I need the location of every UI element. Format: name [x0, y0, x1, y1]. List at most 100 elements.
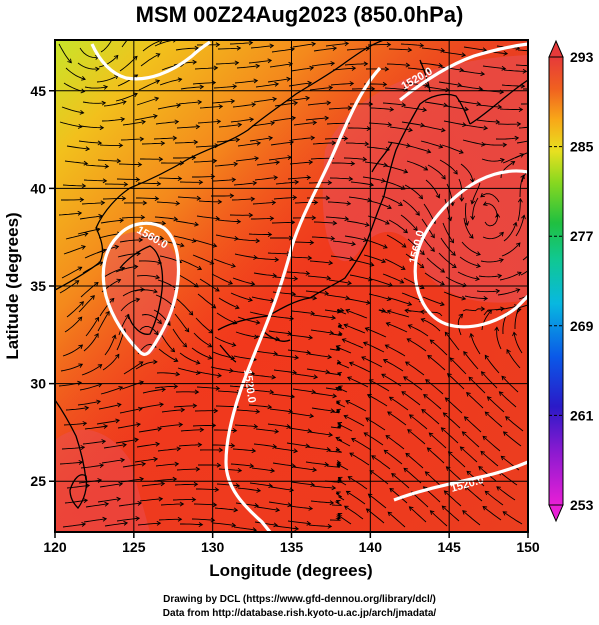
streamline [449, 357, 467, 375]
streamline [117, 74, 138, 87]
streamline [389, 126, 413, 131]
streamline-arrowhead [407, 429, 412, 434]
streamline [463, 46, 487, 51]
streamline [457, 271, 480, 280]
streamline [368, 493, 387, 509]
streamline-arrowhead [336, 359, 342, 365]
streamline [476, 119, 500, 123]
colorbar: 253 261 269 277 285 293 [548, 39, 594, 523]
streamline-arrowhead [443, 490, 449, 495]
streamline-arrowhead [469, 234, 474, 239]
streamline-arrowhead [364, 141, 370, 147]
streamline [309, 431, 333, 436]
streamline [59, 461, 83, 465]
streamline-arrowhead [231, 263, 236, 268]
streamline-arrowhead [535, 138, 539, 142]
streamline [214, 336, 236, 346]
streamline-arrowhead [495, 213, 501, 218]
streamline [391, 473, 410, 489]
streamline-arrowhead [94, 332, 99, 338]
streamline-arrowhead [135, 297, 141, 303]
streamline-arrowhead [512, 331, 517, 337]
streamline-arrowhead [197, 265, 203, 271]
streamline-arrowhead [74, 280, 80, 285]
streamline-arrowhead [438, 62, 444, 68]
streamline-arrowhead [116, 496, 122, 502]
y-axis: 25 30 35 40 45 [30, 83, 55, 489]
streamline [400, 214, 418, 231]
streamline [271, 393, 295, 398]
streamline [461, 70, 485, 75]
streamline-arrowhead [174, 119, 180, 125]
streamline-arrowhead [461, 52, 467, 58]
streamline [464, 416, 482, 433]
streamline [312, 485, 336, 489]
streamline-arrowhead [362, 156, 368, 162]
streamline [522, 255, 528, 261]
streamline-arrowhead [440, 268, 446, 273]
streamline-arrowhead [101, 100, 107, 106]
streamline [385, 344, 406, 357]
streamline-arrowhead [207, 355, 213, 360]
streamline [520, 270, 528, 276]
streamline-arrowhead [521, 214, 526, 220]
streamline [256, 506, 280, 511]
streamline [516, 140, 528, 144]
streamline-arrowhead [272, 273, 278, 279]
streamline [497, 288, 520, 296]
streamline [363, 342, 385, 353]
streamline-arrowhead [335, 500, 341, 505]
streamline-arrowhead [337, 385, 343, 390]
streamline [484, 214, 499, 227]
streamline-arrowhead [179, 160, 185, 166]
streamline-arrowhead [104, 501, 110, 507]
streamline-arrowhead [175, 200, 181, 206]
streamline [457, 100, 481, 105]
streamline [471, 182, 481, 204]
streamline-arrowhead [207, 342, 213, 348]
streamline [461, 241, 481, 256]
streamline-arrowhead [337, 422, 343, 427]
coastlines [55, 40, 528, 509]
streamline [159, 424, 183, 428]
streamline-arrowhead [363, 61, 369, 67]
streamline-arrowhead [81, 75, 86, 81]
streamline-arrowhead [501, 375, 507, 381]
streamline [370, 107, 394, 111]
streamline-arrowhead [80, 445, 86, 450]
streamline-arrowhead [499, 157, 505, 163]
streamline [214, 507, 238, 511]
streamline-arrowhead [313, 374, 319, 380]
streamline-arrowhead [188, 310, 194, 316]
streamline [405, 309, 422, 313]
streamline-arrowhead [502, 142, 508, 148]
streamline-arrowhead [349, 81, 355, 87]
streamline-arrowhead [248, 212, 254, 218]
streamline [253, 443, 277, 448]
streamline-arrowhead [367, 197, 372, 203]
streamline-arrowhead [426, 148, 432, 154]
streamline-arrowhead [464, 221, 470, 227]
streamline [426, 257, 445, 273]
streamline [388, 219, 408, 234]
streamline-arrowhead [312, 467, 318, 473]
streamline [235, 331, 258, 338]
streamline [332, 240, 356, 245]
streamline [345, 309, 368, 319]
streamline-arrowhead [306, 520, 312, 526]
streamline [484, 355, 500, 374]
streamline-arrowhead [530, 302, 534, 306]
streamline-arrowhead [403, 168, 409, 174]
streamline [141, 142, 165, 145]
streamline-arrowhead [80, 88, 86, 94]
streamline [268, 156, 292, 161]
streamline [141, 483, 165, 487]
streamline-arrowhead [458, 149, 464, 154]
streamline [310, 329, 334, 334]
streamline-arrowhead [476, 101, 482, 107]
streamline-arrowhead [446, 373, 452, 378]
streamline-arrowhead [251, 448, 257, 454]
streamline-arrowhead [231, 342, 237, 347]
streamline-arrowhead [367, 493, 373, 499]
